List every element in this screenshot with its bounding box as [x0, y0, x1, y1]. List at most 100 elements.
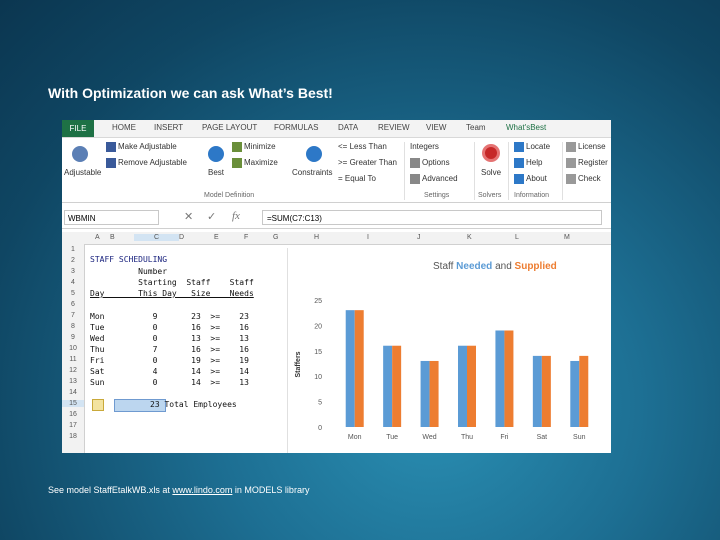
row-number[interactable]: 17 [69, 422, 77, 429]
table-row[interactable]: Tue 0 16 >= 16 [90, 323, 249, 332]
greater-than-button[interactable]: >= Greater Than [338, 158, 397, 167]
row-number[interactable]: 11 [69, 356, 77, 363]
tab-file[interactable]: FILE [62, 120, 94, 137]
formula-input[interactable]: =SUM(C7:C13) [262, 210, 602, 225]
row-number[interactable]: 13 [69, 378, 77, 385]
lindo-link[interactable]: www.lindo.com [172, 485, 233, 495]
total-employees[interactable]: 23 Total Employees [150, 400, 237, 409]
table-row[interactable]: Thu 7 16 >= 16 [90, 345, 249, 354]
table-row[interactable]: Mon 9 23 >= 23 [90, 312, 249, 321]
row-number[interactable]: 18 [69, 433, 77, 440]
column-header[interactable]: K [467, 234, 472, 241]
column-header[interactable]: M [564, 234, 570, 241]
name-box[interactable]: WBMIN [64, 210, 159, 225]
adjustable-button[interactable]: Adjustable [64, 168, 102, 177]
tab-review[interactable]: REVIEW [378, 123, 410, 132]
cancel-icon[interactable]: ✕ [184, 211, 194, 223]
minimize-label: Minimize [244, 142, 276, 152]
column-header[interactable]: I [367, 234, 369, 241]
bar-supplied-mon [354, 310, 364, 427]
column-header-selected[interactable]: C [134, 234, 180, 241]
row-number[interactable]: 10 [69, 345, 77, 352]
selected-cell[interactable] [114, 399, 166, 412]
row-number[interactable]: 7 [71, 312, 75, 319]
row-number[interactable]: 8 [71, 323, 75, 330]
row-number[interactable]: 3 [71, 268, 75, 275]
tab-whats-best[interactable]: What'sBest [506, 123, 547, 132]
best-button[interactable]: Best [208, 168, 225, 177]
row-number-selected[interactable]: 15 [62, 400, 84, 407]
row-number[interactable]: 16 [69, 411, 77, 418]
column-headers: A B C D E F G H I J K L M [62, 232, 611, 245]
integers-button[interactable]: Integers [410, 142, 439, 151]
row-number[interactable]: 9 [71, 334, 75, 341]
enter-icon[interactable]: ✓ [207, 211, 217, 223]
advanced-button[interactable]: Advanced [410, 174, 458, 184]
tab-home[interactable]: HOME [112, 123, 136, 132]
bar-supplied-thu [467, 345, 476, 427]
maximize-button[interactable]: Maximize [232, 158, 278, 168]
column-header[interactable]: G [273, 234, 279, 241]
bar-needed-sun [570, 360, 580, 427]
tab-insert[interactable]: INSERT [154, 123, 184, 132]
column-header[interactable]: L [515, 234, 519, 241]
row-number[interactable]: 14 [69, 389, 77, 396]
options-button[interactable]: Options [410, 158, 450, 168]
tab-view[interactable]: VIEW [426, 123, 447, 132]
tab-data[interactable]: DATA [338, 123, 359, 132]
chart-svg: Staff Needed and Supplied Staffers 0 5 10 15 2… [295, 261, 589, 441]
column-heading-line[interactable]: Starting Staff Staff [90, 278, 254, 287]
constraints-icon [306, 146, 322, 162]
about-icon [514, 174, 524, 184]
row-number[interactable]: 6 [71, 301, 75, 308]
tab-formulas[interactable]: FORMULAS [274, 123, 319, 132]
column-header[interactable]: J [417, 234, 421, 241]
solve-button[interactable]: Solve [481, 168, 502, 177]
column-heading-line[interactable]: Day This Day Size Needs [90, 289, 254, 298]
bar-needed-thu [458, 345, 467, 427]
less-than-button[interactable]: <= Less Than [338, 142, 387, 151]
column-header[interactable]: E [214, 234, 219, 241]
sheet-heading[interactable]: STAFF SCHEDULING [90, 255, 168, 264]
group-label-model-definition: Model Definition [204, 192, 255, 199]
row-number[interactable]: 2 [71, 257, 75, 264]
chart-title-part: Needed [456, 261, 492, 272]
column-header[interactable]: H [314, 234, 320, 241]
make-adjustable-button[interactable]: Make Adjustable [106, 142, 177, 152]
table-row[interactable]: Sun 0 14 >= 13 [90, 378, 249, 387]
table-row[interactable]: Fri 0 19 >= 19 [90, 356, 249, 365]
staffing-chart[interactable]: Staff Needed and Supplied Staffers 0 5 10 15 2… [287, 248, 611, 453]
maximize-icon [232, 158, 242, 168]
register-button[interactable]: Register [566, 158, 608, 168]
row-number[interactable]: 1 [71, 246, 75, 253]
table-row[interactable]: Wed 0 13 >= 13 [90, 334, 249, 343]
check-label: Check [578, 174, 601, 184]
equal-to-button[interactable]: = Equal To [338, 174, 376, 183]
constraints-button[interactable]: Constraints [292, 168, 333, 177]
tab-page-layout[interactable]: PAGE LAYOUT [202, 123, 258, 132]
row-headers: 1 2 3 4 5 6 7 8 9 10 11 12 13 14 15 16 1… [62, 244, 85, 453]
smart-tag-icon[interactable] [92, 399, 104, 411]
locate-button[interactable]: Locate [514, 142, 550, 152]
x-tick-label: Fri [500, 434, 509, 441]
table-row[interactable]: Sat 4 14 >= 14 [90, 367, 249, 376]
row-number[interactable]: 12 [69, 367, 77, 374]
column-header[interactable]: B [110, 234, 115, 241]
function-icon[interactable]: fx [232, 210, 240, 222]
excel-screenshot: FILE HOME INSERT PAGE LAYOUT FORMULAS DA… [62, 120, 611, 453]
remove-adjustable-button[interactable]: Remove Adjustable [106, 158, 187, 168]
minimize-button[interactable]: Minimize [232, 142, 276, 152]
help-button[interactable]: Help [514, 158, 542, 168]
column-header[interactable]: F [244, 234, 249, 241]
bar-needed-tue [383, 345, 393, 427]
license-button[interactable]: License [566, 142, 606, 152]
column-heading-line[interactable]: Number [90, 267, 168, 276]
row-number[interactable]: 5 [71, 290, 75, 297]
row-number[interactable]: 4 [71, 279, 75, 286]
column-header[interactable]: A [95, 234, 100, 241]
column-header[interactable]: D [179, 234, 185, 241]
tab-team[interactable]: Team [466, 123, 486, 132]
check-button[interactable]: Check [566, 174, 601, 184]
about-button[interactable]: About [514, 174, 547, 184]
y-tick-label: 5 [318, 400, 322, 407]
